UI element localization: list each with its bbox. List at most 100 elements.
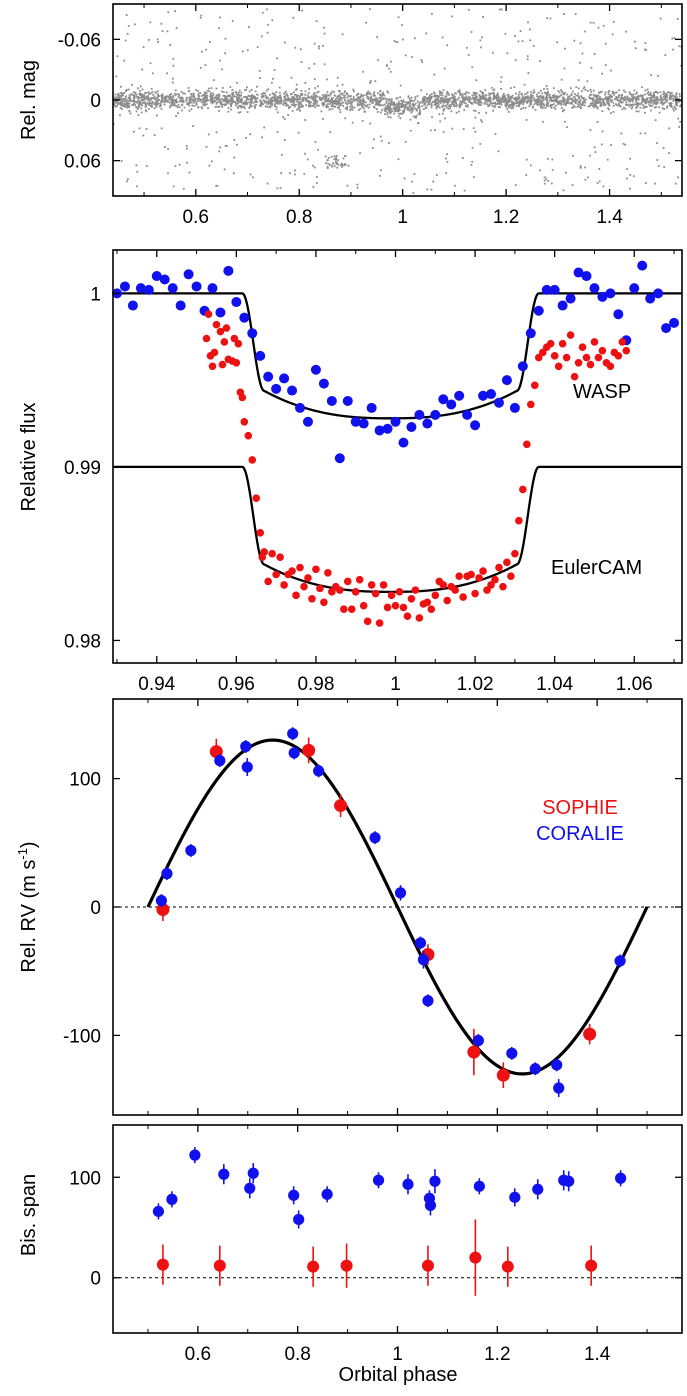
raw-point [481, 36, 483, 39]
raw-point [447, 100, 450, 103]
raw-point [274, 94, 277, 97]
raw-point [439, 99, 442, 102]
raw-point [376, 92, 379, 95]
raw-point [402, 105, 405, 107]
wasp-point [302, 416, 313, 427]
raw-point [357, 96, 360, 99]
raw-point [155, 114, 158, 117]
raw-point [131, 104, 134, 107]
raw-point [614, 103, 617, 106]
wasp-point [167, 283, 178, 294]
raw-point [279, 100, 282, 103]
raw-point [361, 100, 364, 103]
raw-point [139, 92, 142, 95]
raw-point [134, 91, 137, 94]
raw-point [322, 103, 324, 105]
raw-point [287, 99, 290, 101]
raw-point [330, 98, 333, 101]
raw-point [148, 100, 151, 102]
raw-point [401, 112, 404, 115]
raw-point [336, 101, 339, 104]
raw-point [227, 110, 230, 113]
raw-point [407, 95, 410, 98]
raw-point [293, 101, 295, 104]
raw-point [450, 110, 453, 113]
raw-point [145, 103, 147, 106]
raw-point [500, 8, 503, 11]
wasp-point [605, 288, 616, 299]
raw-point [317, 95, 319, 98]
raw-point [353, 106, 356, 109]
eulercam-point [336, 586, 344, 594]
raw-point [506, 104, 509, 106]
wasp-point [279, 373, 290, 384]
raw-point [192, 101, 195, 104]
raw-point [390, 108, 392, 110]
raw-point [352, 88, 355, 91]
sophie-bis-point [501, 1260, 514, 1273]
raw-point [579, 165, 582, 168]
raw-point [649, 104, 652, 107]
raw-point [299, 106, 301, 108]
raw-point [449, 97, 452, 100]
raw-point [637, 110, 640, 113]
raw-point [518, 103, 521, 106]
raw-point [117, 97, 119, 100]
raw-point [375, 103, 378, 106]
raw-point [283, 92, 285, 95]
raw-point [250, 96, 253, 99]
raw-point [385, 101, 388, 104]
raw-point [443, 108, 446, 110]
raw-point [318, 96, 321, 99]
wasp-point [143, 284, 154, 295]
raw-point [574, 97, 577, 100]
raw-point [409, 129, 412, 132]
raw-point [623, 106, 625, 109]
raw-point [538, 103, 541, 106]
raw-point [495, 97, 497, 99]
raw-point [390, 100, 393, 103]
raw-point [467, 99, 470, 102]
raw-point [338, 104, 340, 107]
eulercam-point [415, 614, 424, 622]
eulercam-point [268, 549, 276, 558]
raw-point [468, 99, 471, 102]
raw-point [345, 92, 348, 95]
raw-point [437, 98, 440, 100]
raw-point [273, 103, 276, 106]
raw-point [222, 91, 225, 94]
raw-point [437, 100, 440, 103]
raw-point [205, 146, 208, 148]
raw-point [340, 99, 343, 102]
raw-point [242, 102, 244, 105]
raw-point [301, 100, 304, 102]
raw-point [334, 99, 337, 102]
raw-point [471, 94, 474, 97]
raw-point [315, 20, 318, 23]
raw-point [329, 108, 331, 111]
raw-point [396, 97, 399, 99]
raw-point [399, 117, 402, 120]
raw-point [304, 119, 307, 121]
raw-point [388, 99, 391, 102]
eulercam-point [582, 353, 591, 362]
raw-point [152, 93, 154, 96]
eulercam-point [208, 362, 217, 371]
raw-point [355, 94, 358, 97]
raw-point [238, 94, 241, 96]
raw-point [381, 94, 384, 96]
raw-point [312, 99, 315, 102]
raw-point [498, 103, 501, 105]
raw-point [632, 103, 635, 106]
raw-point [355, 97, 358, 100]
raw-point [344, 99, 347, 102]
raw-point [547, 179, 550, 182]
raw-point [599, 98, 602, 101]
eulercam-point [546, 339, 555, 348]
raw-point [593, 106, 596, 109]
raw-point [177, 112, 179, 115]
raw-point [595, 98, 598, 101]
raw-point [341, 92, 344, 95]
raw-point [231, 99, 234, 102]
raw-point [602, 185, 605, 188]
